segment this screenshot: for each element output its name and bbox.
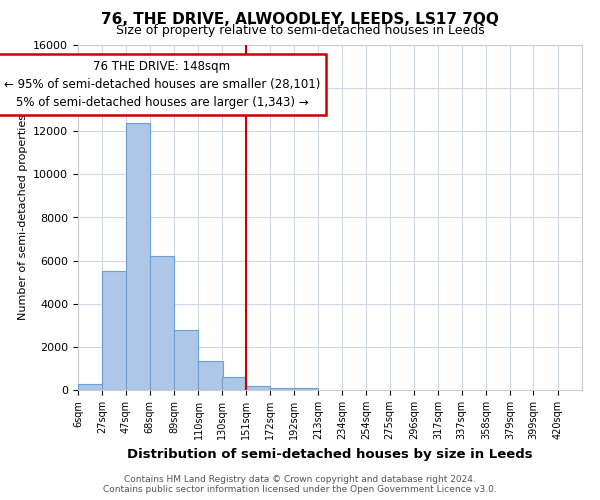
Bar bbox=[103, 272, 127, 390]
Text: 76, THE DRIVE, ALWOODLEY, LEEDS, LS17 7QQ: 76, THE DRIVE, ALWOODLEY, LEEDS, LS17 7Q… bbox=[101, 12, 499, 28]
Bar bbox=[78, 384, 103, 390]
Y-axis label: Number of semi-detached properties: Number of semi-detached properties bbox=[17, 114, 28, 320]
Text: 76 THE DRIVE: 148sqm
← 95% of semi-detached houses are smaller (28,101)
5% of se: 76 THE DRIVE: 148sqm ← 95% of semi-detac… bbox=[4, 60, 320, 109]
Bar bbox=[199, 361, 223, 390]
Bar bbox=[174, 330, 199, 390]
Bar bbox=[150, 256, 174, 390]
Text: Contains HM Land Registry data © Crown copyright and database right 2024.
Contai: Contains HM Land Registry data © Crown c… bbox=[103, 474, 497, 494]
Bar bbox=[246, 386, 271, 390]
Bar bbox=[125, 122, 150, 390]
X-axis label: Distribution of semi-detached houses by size in Leeds: Distribution of semi-detached houses by … bbox=[127, 448, 533, 460]
Bar bbox=[293, 388, 318, 390]
Bar bbox=[221, 377, 246, 390]
Text: Size of property relative to semi-detached houses in Leeds: Size of property relative to semi-detach… bbox=[116, 24, 484, 37]
Bar bbox=[271, 388, 295, 390]
